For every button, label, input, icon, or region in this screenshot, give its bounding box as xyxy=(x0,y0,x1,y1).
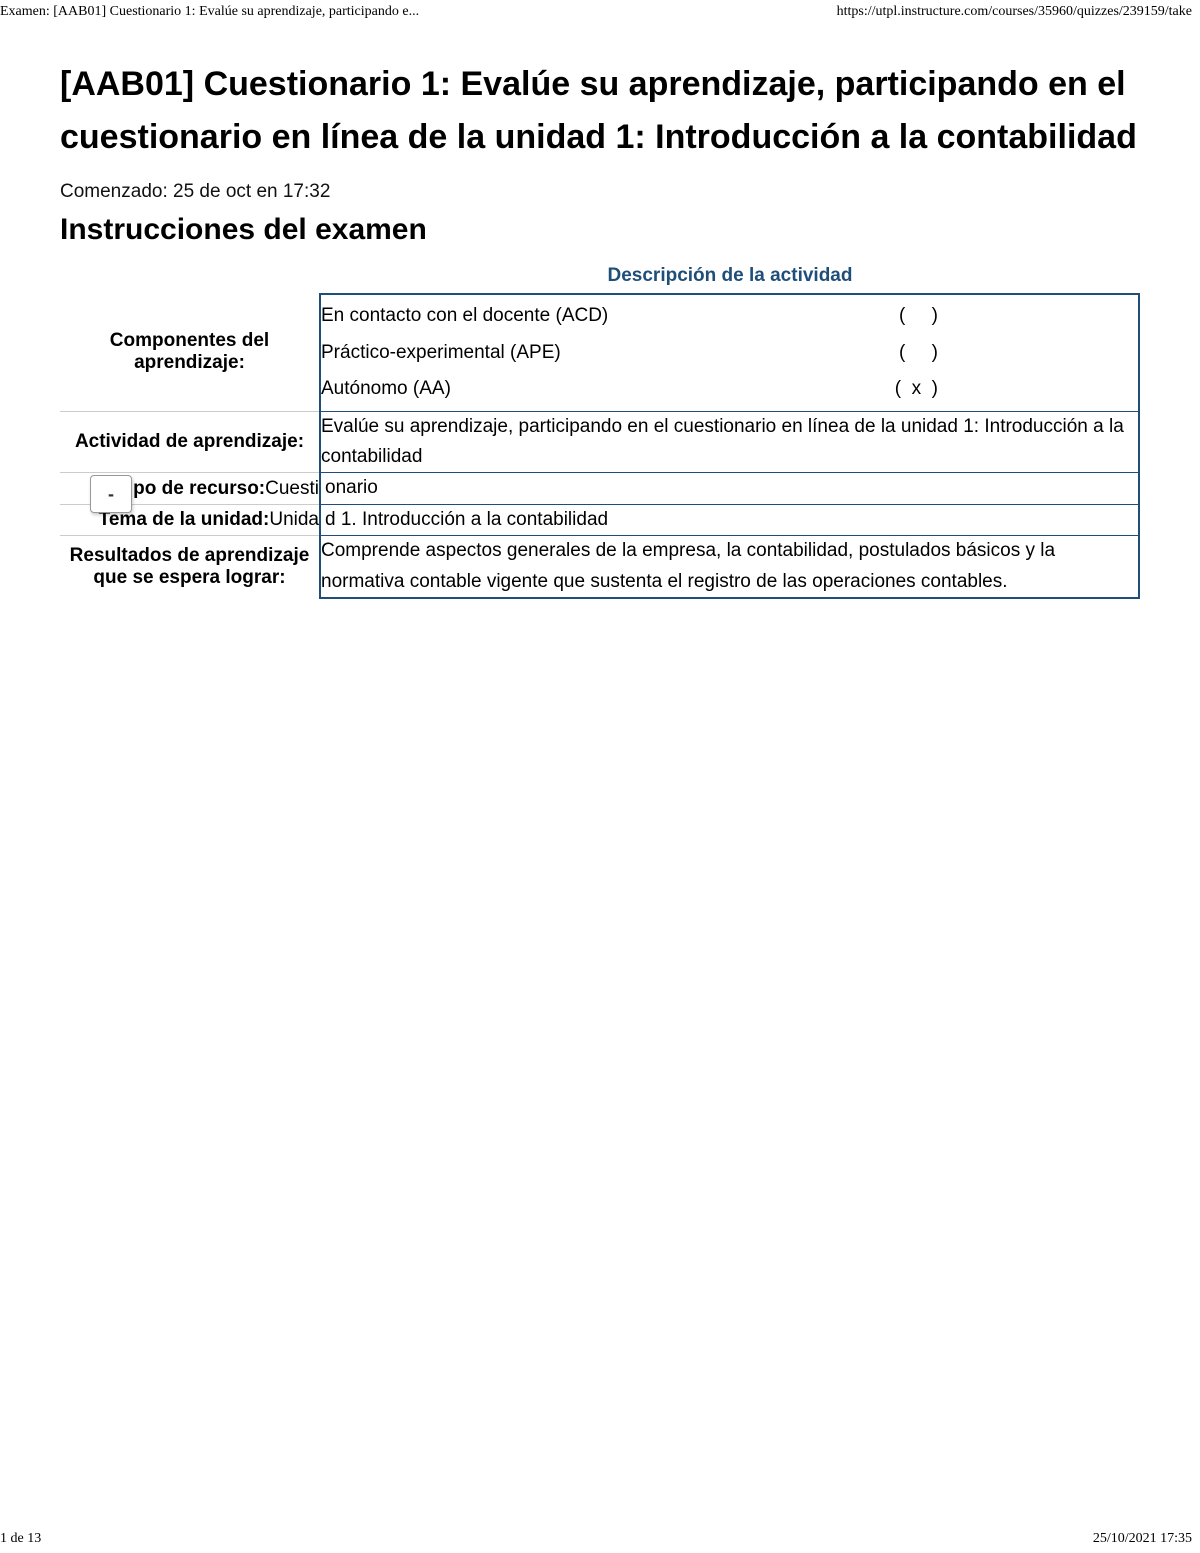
componente-mark: ( x ) xyxy=(895,374,938,404)
componente-item: En contacto con el docente (ACD) ( ) xyxy=(321,301,1138,331)
actividad-label: Actividad de aprendizaje: xyxy=(60,411,320,473)
page-count: 1 de 13 xyxy=(0,1531,41,1547)
actividad-value: Evalúe su aprendizaje, participando en e… xyxy=(320,411,1139,473)
instructions-heading: Instrucciones del examen xyxy=(60,213,1140,247)
footer-datetime: 25/10/2021 17:35 xyxy=(1093,1531,1192,1547)
tema-value-pre: Unida xyxy=(269,509,319,530)
print-header: Examen: [AAB01] Cuestionario 1: Evalúe s… xyxy=(0,0,1200,28)
componentes-label: Componentes del aprendizaje: xyxy=(60,294,320,411)
tipo-label: Tipo de recurso: xyxy=(117,478,266,499)
minus-icon: - xyxy=(108,484,114,505)
componente-mark: ( ) xyxy=(899,301,938,331)
resultados-value: Comprende aspectos generales de la empre… xyxy=(320,536,1139,598)
tema-value-post: d 1. Introducción a la contabilidad xyxy=(320,504,1139,535)
description-header: Descripción de la actividad xyxy=(60,265,1140,287)
componente-mark: ( ) xyxy=(899,338,938,368)
table-row-resultados: Resultados de aprendizaje que se espera … xyxy=(60,536,1139,598)
tab-title: Examen: [AAB01] Cuestionario 1: Evalúe s… xyxy=(0,4,419,20)
activity-table: Componentes del aprendizaje: En contacto… xyxy=(60,293,1140,599)
componentes-value: En contacto con el docente (ACD) ( ) Prá… xyxy=(320,294,1139,411)
table-row-actividad: Actividad de aprendizaje: Evalúe su apre… xyxy=(60,411,1139,473)
started-timestamp: Comenzado: 25 de oct en 17:32 xyxy=(60,181,1140,203)
page-url: https://utpl.instructure.com/courses/359… xyxy=(837,4,1192,20)
componente-name: Práctico-experimental (APE) xyxy=(321,338,561,368)
componente-item: Autónomo (AA) ( x ) xyxy=(321,374,1138,404)
main-content: [AAB01] Cuestionario 1: Evalúe su aprend… xyxy=(0,28,1200,599)
tipo-value-pre: Cuesti xyxy=(265,478,319,499)
componente-name: En contacto con el docente (ACD) xyxy=(321,301,608,331)
table-row-componentes: Componentes del aprendizaje: En contacto… xyxy=(60,294,1139,411)
table-row-tipo: - Tipo de recurso:Cuesti onario xyxy=(60,473,1139,504)
tipo-value-post: onario xyxy=(320,473,1139,504)
minimize-button[interactable]: - xyxy=(90,475,132,513)
componente-name: Autónomo (AA) xyxy=(321,374,451,404)
print-footer: 1 de 13 25/10/2021 17:35 xyxy=(0,1531,1192,1547)
table-row-tema: Tema de la unidad:Unida d 1. Introducció… xyxy=(60,504,1139,535)
page-title: [AAB01] Cuestionario 1: Evalúe su aprend… xyxy=(60,58,1140,163)
tipo-label-cell: - Tipo de recurso:Cuesti xyxy=(60,473,320,504)
componente-item: Práctico-experimental (APE) ( ) xyxy=(321,338,1138,368)
resultados-label: Resultados de aprendizaje que se espera … xyxy=(60,536,320,598)
